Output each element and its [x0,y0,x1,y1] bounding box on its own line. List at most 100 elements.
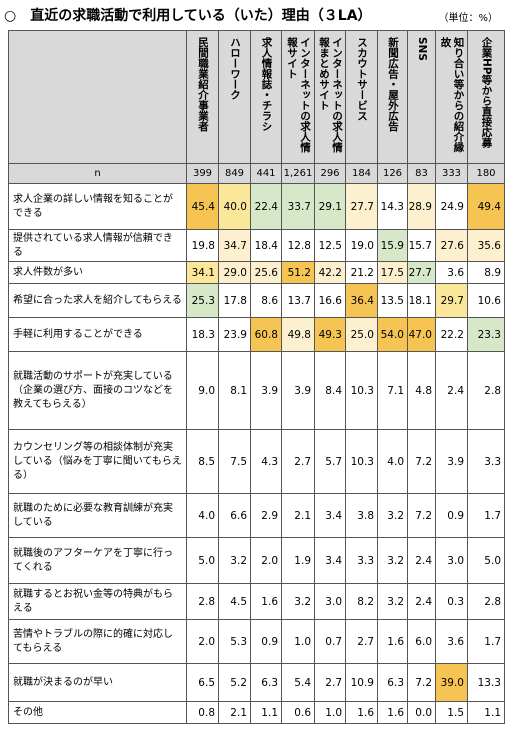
n-value: 296 [314,163,346,184]
table-row: 手軽に利用することができる 18.3 23.9 60.8 49.8 49.3 25.0 54.… [8,317,505,352]
table-cell: 2.9 [250,493,282,538]
table-cell: 42.2 [314,261,346,284]
n-value: 184 [345,163,378,184]
column-header: インターネットの求人情報サイト [281,30,315,164]
table-cell: 2.1 [281,493,315,538]
reasons-table: 民間職業紹介事業者 ハローワーク 求人情報誌・チラシ インターネットの求人情報サイトイ… [8,30,505,724]
table-cell: 1.6 [345,701,378,724]
table-cell: 40.0 [218,183,251,230]
table-body: 求人企業の詳しい情報を知ることができる 45.4 40.0 22.4 33.7 29.1 2… [8,183,505,724]
table-cell: 22.2 [435,317,468,352]
row-label: 就職後のアフターケアを丁寧に行ってくれる [8,537,187,584]
table-row: 苦情やトラブルの際に的確に対応してもらえる 2.0 5.3 0.9 1.0 0.7 2.7 1… [8,619,505,664]
table-cell: 54.0 [377,317,408,352]
table-cell: 23.9 [218,317,251,352]
table-cell: 3.3 [467,429,505,494]
column-header: インターネットの求人情報まとめサイト [314,30,346,164]
table-cell: 0.3 [435,583,468,620]
table-cell: 18.3 [186,317,219,352]
table-row: 希望に合った求人を紹介してもらえる 25.3 17.8 8.6 13.7 16.6 36.4… [8,283,505,318]
table-cell: 4.0 [186,493,219,538]
table-cell: 7.2 [407,663,436,702]
column-header: 求人情報誌・チラシ [250,30,282,164]
row-label: 苦情やトラブルの際に的確に対応してもらえる [8,619,187,664]
column-header-label: 新聞広告・屋外広告 [387,37,399,132]
table-cell: 1.6 [377,619,408,664]
row-label: 提供されている求人情報が信頼できる [8,229,187,262]
table-cell: 29.0 [218,261,251,284]
table-cell: 6.5 [186,663,219,702]
table-cell: 5.3 [218,619,251,664]
table-cell: 13.3 [467,663,505,702]
table-cell: 1.6 [250,583,282,620]
table-cell: 39.0 [435,663,468,702]
table-cell: 5.7 [314,429,346,494]
table-cell: 3.4 [314,493,346,538]
table-cell: 2.0 [250,537,282,584]
row-label: カウンセリング等の相談体制が充実している（悩みを丁寧に聞いてもらえる） [8,429,187,494]
table-cell: 51.2 [281,261,315,284]
table-row: その他 0.8 2.1 1.1 0.6 1.0 1.6 1.6 0.0 1.5 1.1 [8,701,505,724]
table-cell: 0.9 [435,493,468,538]
table-cell: 36.4 [345,283,378,318]
table-cell: 7.5 [218,429,251,494]
table-cell: 4.3 [250,429,282,494]
table-cell: 3.3 [345,537,378,584]
table-cell: 15.7 [407,229,436,262]
table-cell: 17.5 [377,261,408,284]
table-cell: 10.6 [467,283,505,318]
table-cell: 17.8 [218,283,251,318]
table-cell: 3.4 [314,537,346,584]
row-label: 就職が決まるのが早い [8,663,187,702]
n-value: 849 [218,163,251,184]
table-cell: 27.7 [407,261,436,284]
table-cell: 3.2 [281,583,315,620]
table-cell: 1.0 [314,701,346,724]
table-cell: 2.4 [435,351,468,430]
unit-label: （単位：%） [438,13,498,24]
table-cell: 0.7 [314,619,346,664]
table-cell: 8.4 [314,351,346,430]
table-cell: 8.9 [467,261,505,284]
table-cell: 25.0 [345,317,378,352]
header-corner [8,30,187,164]
table-cell: 13.7 [281,283,315,318]
table-cell: 7.2 [407,493,436,538]
table-cell: 8.1 [218,351,251,430]
table-cell: 2.7 [345,619,378,664]
table-cell: 49.8 [281,317,315,352]
table-cell: 9.0 [186,351,219,430]
table-cell: 0.0 [407,701,436,724]
table-cell: 3.2 [377,537,408,584]
table-cell: 8.5 [186,429,219,494]
table-cell: 18.4 [250,229,282,262]
table-cell: 0.9 [250,619,282,664]
table-cell: 47.0 [407,317,436,352]
n-label: n [8,163,187,184]
column-header-label: 知り合い等からの紹介縁故 [439,37,465,153]
table-cell: 34.1 [186,261,219,284]
table-cell: 10.3 [345,351,378,430]
table-cell: 8.6 [250,283,282,318]
table-cell: 10.9 [345,663,378,702]
table-cell: 2.7 [314,663,346,702]
table-cell: 1.7 [467,493,505,538]
table-cell: 5.0 [186,537,219,584]
table-cell: 19.0 [345,229,378,262]
table-cell: 29.1 [314,183,346,230]
table-cell: 4.0 [377,429,408,494]
table-cell: 29.7 [435,283,468,318]
table-cell: 6.6 [218,493,251,538]
table-cell: 7.1 [377,351,408,430]
table-cell: 3.2 [377,493,408,538]
table-row: 就職後のアフターケアを丁寧に行ってくれる 5.0 3.2 2.0 1.9 3.4 3.3 3.… [8,537,505,584]
table-cell: 2.8 [186,583,219,620]
table-cell: 3.9 [435,429,468,494]
table-cell: 49.4 [467,183,505,230]
header-row: 民間職業紹介事業者 ハローワーク 求人情報誌・チラシ インターネットの求人情報サイトイ… [8,30,505,164]
row-label: 就職のために必要な教育訓練が充実している [8,493,187,538]
table-cell: 1.5 [435,701,468,724]
table-cell: 14.3 [377,183,408,230]
table-cell: 10.3 [345,429,378,494]
table-cell: 49.3 [314,317,346,352]
